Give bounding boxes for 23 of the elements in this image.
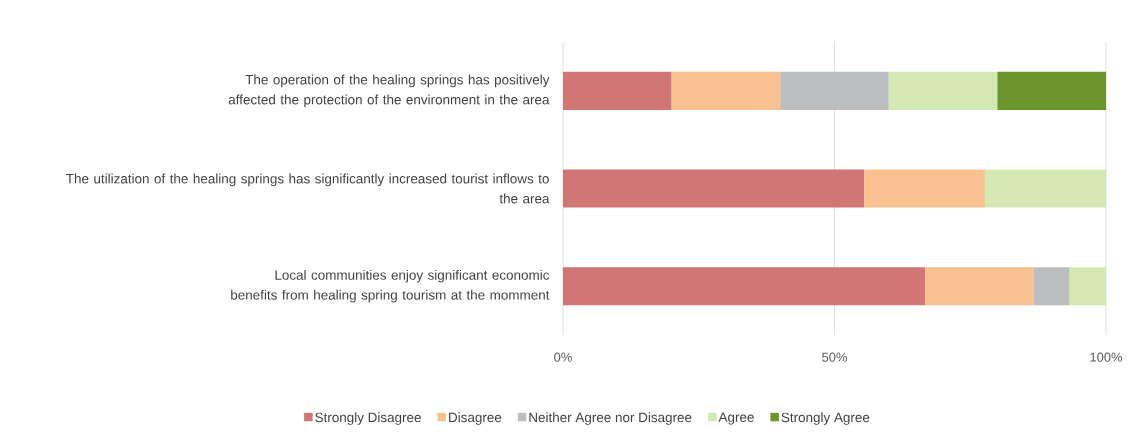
bar: [563, 267, 926, 306]
bar: [864, 169, 985, 208]
legend-label: Disagree: [449, 412, 502, 425]
bar: [671, 71, 781, 110]
legend-label: Agree: [718, 412, 754, 425]
x-tick-label: 50%: [822, 352, 848, 362]
bar: [997, 71, 1107, 110]
bar: [888, 71, 998, 110]
bar: [1069, 267, 1107, 306]
bar: [925, 267, 1034, 306]
legend-label: Strongly Disagree: [315, 412, 421, 425]
y-tick-label: The utilization of the healing springs has significantly increased tourist inflows to the area: [66, 173, 550, 204]
bar: [563, 71, 672, 110]
bar: [984, 169, 1107, 208]
x-tick-label: 100%: [1090, 352, 1123, 362]
legend-label: Neither Agree nor Disagree: [529, 412, 692, 425]
x-tick-label: 0%: [554, 352, 572, 362]
bar: [1033, 267, 1070, 306]
legend-label: Strongly Agree: [781, 412, 870, 425]
y-tick-label: Local communities enjoy significant economic benefits from healing spring tourism at the momment: [231, 269, 550, 303]
bar: [563, 169, 865, 208]
bar: [780, 71, 889, 110]
y-tick-label: The operation of the healing springs has positively affected the protection of the environment in the area: [228, 74, 550, 108]
